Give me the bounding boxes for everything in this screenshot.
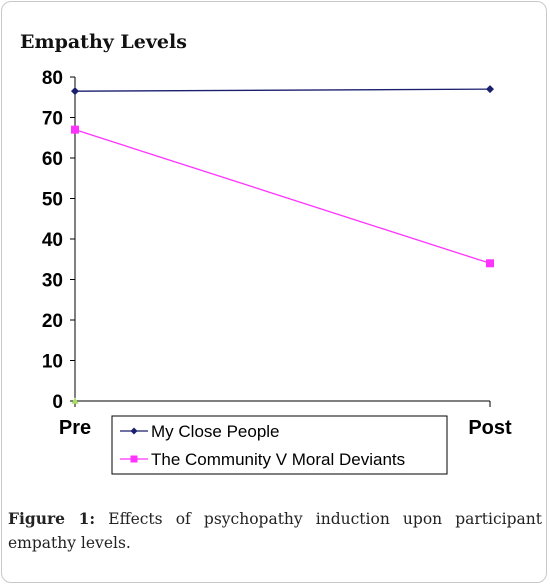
figure-caption: Figure 1: Effects of psychopathy inducti…	[8, 507, 542, 555]
caption-text: Effects of psychopathy induction upon pa…	[8, 510, 543, 552]
data-point	[71, 125, 79, 134]
legend-marker	[130, 455, 138, 463]
series-line	[74, 129, 491, 264]
y-tick-label: 70	[42, 109, 63, 130]
legend-label: My Close People	[151, 422, 280, 441]
x-tick-label: Pre	[59, 417, 91, 439]
legend-label: The Community V Moral Deviants	[151, 450, 405, 469]
x-tick-label: Post	[468, 417, 512, 439]
y-tick-label: 20	[42, 311, 63, 332]
y-tick-label: 50	[42, 190, 63, 211]
legend-marker	[130, 427, 138, 435]
legend: My Close People The Community V Moral Dev…	[111, 415, 448, 475]
extra-point	[71, 397, 79, 404]
y-tick-label: 60	[42, 149, 63, 170]
data-point	[486, 259, 494, 268]
caption-label: Figure 1:	[8, 509, 96, 528]
y-tick-label: 0	[52, 392, 63, 413]
y-tick-label: 80	[42, 68, 63, 89]
series-line	[74, 88, 491, 92]
y-tick-label: 30	[42, 271, 63, 292]
data-point	[486, 85, 494, 94]
y-tick-label: 10	[42, 352, 63, 373]
y-tick-label: 40	[42, 230, 63, 251]
data-point	[71, 87, 79, 96]
chart-title: Empathy Levels	[20, 31, 187, 53]
legend-box	[111, 415, 448, 475]
